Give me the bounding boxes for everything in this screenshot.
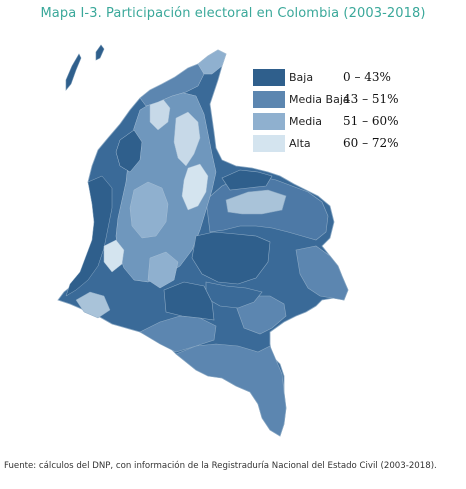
region-meta xyxy=(191,231,271,285)
legend-label-baja: Baja xyxy=(289,70,314,84)
region-andes-dark xyxy=(115,129,143,173)
legend-label-alta: Alta xyxy=(289,136,311,150)
map-legend: Baja 0 – 43% Media Baja 43 – 51% Media 5… xyxy=(253,67,433,155)
legend-label-media: Media xyxy=(289,114,323,128)
legend-range-media: 51 – 60% xyxy=(343,114,399,128)
legend-range-media-baja: 43 – 51% xyxy=(343,92,399,106)
providencia-island xyxy=(95,44,105,61)
region-putumayo xyxy=(139,315,217,353)
region-guainia xyxy=(295,245,349,301)
legend-range-baja: 0 – 43% xyxy=(343,70,391,84)
legend-item-media: Media 51 – 60% xyxy=(253,111,433,131)
map-title: Mapa I-3. Participación electoral en Col… xyxy=(40,6,426,21)
region-andes-alta-1 xyxy=(173,111,201,167)
san-andres-island xyxy=(65,53,82,91)
region-caqueta xyxy=(163,281,215,321)
legend-swatch-media xyxy=(253,112,285,130)
region-valle-alta xyxy=(103,239,125,273)
region-amazonas xyxy=(175,343,287,437)
region-guajira xyxy=(197,49,227,75)
legend-item-media-baja: Media Baja 43 – 51% xyxy=(253,89,433,109)
region-vichada-light xyxy=(225,189,287,215)
legend-range-alta: 60 – 72% xyxy=(343,136,399,150)
legend-swatch-media-baja xyxy=(253,90,285,108)
legend-swatch-alta xyxy=(253,134,285,152)
colombia-map xyxy=(57,44,349,437)
region-narino-light xyxy=(75,291,111,319)
region-pacifico xyxy=(65,175,113,297)
region-arauca xyxy=(221,169,273,191)
legend-label-media-baja: Media Baja xyxy=(289,92,350,106)
region-andes-media xyxy=(129,181,169,239)
legend-item-alta: Alta 60 – 72% xyxy=(253,133,433,153)
legend-swatch-baja xyxy=(253,68,285,86)
region-andes-alta-2 xyxy=(181,163,209,211)
region-huila-media xyxy=(147,251,179,289)
legend-item-baja: Baja 0 – 43% xyxy=(253,67,433,87)
source-note: Fuente: cálculos del DNP, con informació… xyxy=(4,461,437,471)
